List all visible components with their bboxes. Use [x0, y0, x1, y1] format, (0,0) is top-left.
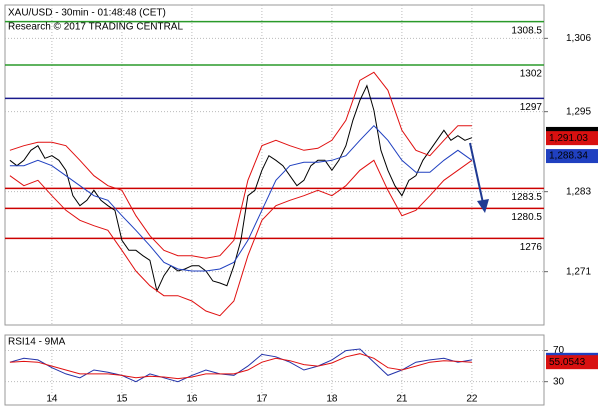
x-tick-label: 16 [186, 394, 198, 405]
series-line [9, 353, 472, 380]
rsi-panel [4, 334, 545, 406]
y-tick-label: 1,271 [566, 266, 591, 277]
series-line [9, 71, 472, 259]
x-tick-label: 17 [256, 394, 268, 405]
y-tick-label: 70 [553, 345, 565, 356]
y-tick-label: 1,306 [566, 33, 591, 44]
forecast-arrow-head [477, 199, 489, 213]
level-label: 1302 [520, 69, 543, 80]
y-tick-label: 1,283 [566, 186, 591, 197]
x-tick-label: 21 [396, 394, 408, 405]
level-label: 1297 [520, 102, 543, 113]
value-box [546, 355, 598, 370]
price-panel [4, 4, 545, 326]
level-label: 1283.5 [511, 192, 542, 203]
value-box [546, 149, 598, 164]
series-line [9, 159, 473, 317]
chart-subtitle: Research © 2017 TRADING CENTRAL [8, 22, 183, 33]
y-tick-label: 30 [553, 376, 565, 387]
x-tick-label: 22 [466, 394, 478, 405]
x-tick-label: 18 [326, 394, 338, 405]
y-tick-label: 1,295 [566, 106, 591, 117]
value-box-label: 55.0543 [549, 357, 586, 368]
x-tick-label: 14 [46, 394, 58, 405]
forecast-arrow [469, 142, 484, 204]
level-label: 1308.5 [511, 25, 542, 36]
level-label: 1276 [520, 242, 543, 253]
value-box [546, 131, 598, 146]
series-line [9, 84, 473, 293]
rsi-title: RSI14 - 9MA [8, 337, 66, 348]
value-box-label: 1,288.34 [549, 151, 588, 162]
level-label: 1280.5 [511, 212, 542, 223]
x-tick-label: 15 [116, 394, 128, 405]
value-box-label: 1,291.03 [549, 133, 588, 144]
series-line [9, 124, 473, 272]
chart-title: XAU/USD - 30min - 01:48:48 (CET) [8, 8, 166, 19]
